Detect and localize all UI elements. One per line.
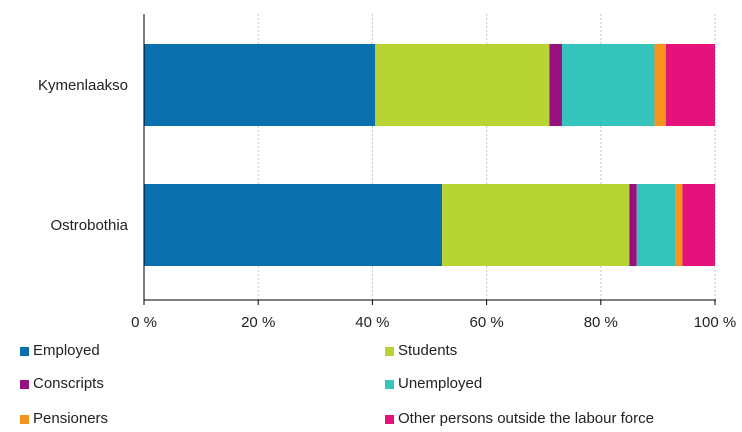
bar-ostrobothia-other-persons-outside-the-labour-force	[682, 184, 715, 266]
bar-ostrobothia-employed	[144, 184, 443, 266]
bar-kymenlaakso-pensioners	[654, 44, 666, 126]
axes	[143, 14, 716, 305]
x-tick-label-60: 60 %	[469, 314, 503, 331]
bar-kymenlaakso-conscripts	[549, 44, 562, 126]
bar-kymenlaakso-unemployed	[561, 44, 655, 126]
bar-ostrobothia-pensioners	[675, 184, 683, 266]
bar-kymenlaakso-students	[375, 44, 550, 126]
bar-kymenlaakso-other-persons-outside-the-labour-force	[665, 44, 715, 126]
category-labels: Kymenlaakso Ostrobothia	[38, 77, 129, 234]
bar-ostrobothia-students	[442, 184, 630, 266]
x-tick-label-20: 20 %	[241, 314, 275, 331]
bars	[144, 44, 715, 266]
x-tick-label-80: 80 %	[584, 314, 618, 331]
bar-ostrobothia-conscripts	[629, 184, 637, 266]
category-label-kymenlaakso: Kymenlaakso	[38, 77, 128, 94]
x-tick-label-100: 100 %	[694, 314, 737, 331]
x-tick-labels: 0 % 20 % 40 % 60 % 80 % 100 %	[131, 314, 736, 331]
x-tick-label-0: 0 %	[131, 314, 157, 331]
bar-ostrobothia-unemployed	[636, 184, 676, 266]
category-label-ostrobothia: Ostrobothia	[50, 217, 128, 234]
x-tick-label-40: 40 %	[355, 314, 389, 331]
bar-kymenlaakso-employed	[144, 44, 376, 126]
